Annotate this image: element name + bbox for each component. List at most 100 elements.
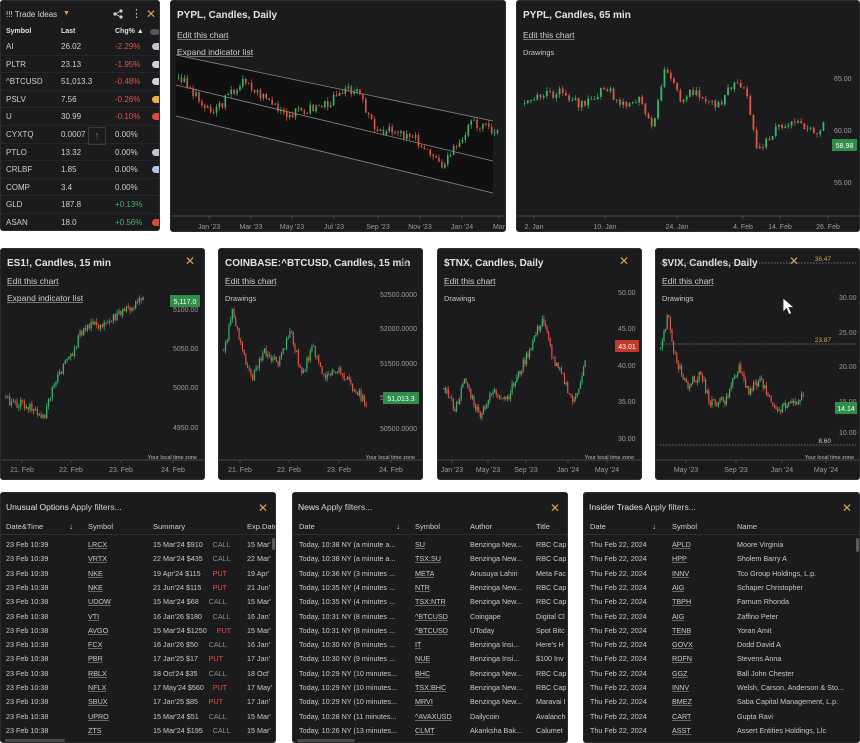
chart-tnx[interactable]: $TNX, Candles, Daily Edit this chart Dra… (437, 248, 642, 480)
cell-symbol[interactable]: SBUX (88, 697, 108, 707)
alert-flag-icon[interactable] (152, 113, 159, 121)
apply-filters-link[interactable]: Apply filters... (70, 502, 122, 512)
watchlist-row[interactable]: CYXTQ 0.0007 0.00% (1, 126, 159, 144)
edit-chart-link[interactable]: Edit this chart (177, 30, 229, 40)
more-menu-icon[interactable]: ⋮ (131, 8, 142, 20)
table-row[interactable]: 23 Feb 10:39 NKE 19 Apr'24 $115 PUT 19 Apr' (1, 566, 275, 580)
table-row[interactable]: Today, 10:31 NY (8 minutes ... ^BTCUSD Coi… (293, 609, 567, 623)
table-row[interactable]: Thu Feb 22, 2024 ASST Assert Entities Hold… (584, 723, 859, 737)
table-row[interactable]: Thu Feb 22, 2024 TBPH Farnum Rhonda (584, 594, 859, 608)
table-row[interactable]: 23 Feb 10:38 PBR 17 Jan'25 $17 PUT 17 Jan' (1, 651, 275, 665)
close-icon[interactable]: ✕ (549, 501, 561, 515)
dropdown-caret-icon[interactable]: ▼ (63, 10, 70, 17)
sort-desc-icon[interactable]: ↓ (652, 522, 656, 531)
watchlist-row[interactable]: PTLO 13.32 0.00% (1, 144, 159, 162)
cell-symbol[interactable]: VRTX (88, 554, 108, 564)
chart-vix[interactable]: $VIX, Candles, Daily Edit this chart Dra… (655, 248, 860, 480)
cell-symbol[interactable]: RBLX (88, 668, 107, 678)
col-datetime[interactable]: Date&Time (6, 522, 44, 531)
table-row[interactable]: Thu Feb 22, 2024 TENB Yoran Amit (584, 623, 859, 637)
cell-symbol[interactable]: UDOW (88, 597, 111, 607)
table-row[interactable]: 23 Feb 10:39 LRCX 15 Mar'24 $910 CALL 15 Mar… (1, 537, 275, 551)
chart-btc[interactable]: COINBASE:^BTCUSD, Candles, 15 min Edit t… (218, 248, 423, 480)
table-row[interactable]: 23 Feb 10:38 VTI 16 Jan'26 $180 CALL 16 Jan' (1, 609, 275, 623)
edit-chart-link[interactable]: Edit this chart (523, 30, 575, 40)
table-row[interactable]: 23 Feb 10:39 VRTX 22 Mar'24 $435 CALL 22 Mar… (1, 551, 275, 565)
close-icon[interactable]: ✕ (184, 254, 196, 268)
col-expdate[interactable]: Exp.Date (247, 522, 276, 531)
edit-chart-link[interactable]: Edit this chart (662, 276, 714, 286)
table-row[interactable]: 23 Feb 10:38 RBLX 18 Oct'24 $35 CALL 18 Oct' (1, 666, 275, 680)
edit-chart-link[interactable]: Edit this chart (444, 276, 496, 286)
cell-symbol[interactable]: TENB (672, 625, 692, 635)
cell-symbol[interactable]: BHC (415, 668, 431, 678)
col-date[interactable]: Date (299, 522, 315, 531)
apply-filters-link[interactable]: Apply filters... (321, 502, 373, 512)
close-icon[interactable]: ✕ (398, 256, 410, 270)
watchlist-row[interactable]: ASAN 18.0 +0.56% (1, 214, 159, 230)
cell-symbol[interactable]: LRCX (88, 540, 108, 549)
cell-symbol[interactable]: NKE (88, 582, 103, 592)
price-chart[interactable]: 50.00 45.00 40.00 35.00 30.00 43.01 Jan '23 May… (438, 249, 642, 480)
toggle-icon[interactable] (150, 29, 159, 35)
col-date[interactable]: Date (590, 522, 606, 531)
cell-symbol[interactable]: INNV (672, 568, 690, 578)
table-row[interactable]: Today, 10:38 NY (a minute a... TSX:SU Benz… (293, 551, 567, 565)
table-row[interactable]: 23 Feb 10:38 UPRO 15 Mar'24 $51 CALL 15 Mar' (1, 709, 275, 723)
watchlist-row[interactable]: U 30.99 -0.10% (1, 108, 159, 126)
cell-symbol[interactable]: PBR (88, 654, 103, 664)
cell-symbol[interactable]: HPP (672, 554, 687, 564)
sort-desc-icon[interactable]: ↓ (396, 522, 400, 531)
cell-symbol[interactable]: TSX:SU (415, 554, 441, 564)
cell-symbol[interactable]: UPRO (88, 711, 109, 721)
table-row[interactable]: Thu Feb 22, 2024 HPP Sholem Barry A (584, 551, 859, 565)
cell-symbol[interactable]: AIG (672, 582, 685, 592)
table-row[interactable]: Today, 10:31 NY (8 minutes ... ^BTCUSD UTo… (293, 623, 567, 637)
table-row[interactable]: 23 Feb 10:38 AVGO 15 Mar'24 $1250 PUT 15 Mar… (1, 623, 275, 637)
cell-symbol[interactable]: NFLX (88, 683, 107, 692)
table-row[interactable]: Thu Feb 22, 2024 RDFN Stevens Anna (584, 651, 859, 665)
cell-symbol[interactable]: SU (415, 540, 425, 549)
cell-symbol[interactable]: ^AVAXUSD (415, 711, 452, 721)
col-symbol[interactable]: Symbol (88, 522, 114, 531)
alert-flag-icon[interactable] (152, 219, 159, 226)
table-row[interactable]: 23 Feb 10:38 FCX 16 Jan'26 $50 CALL 16 Jan' (1, 637, 275, 651)
table-row[interactable]: 23 Feb 10:38 ZTS 15 Mar'24 $195 CALL 15 Mar' (1, 723, 275, 737)
table-row[interactable]: Today, 10:26 NY (13 minutes... CLMT Akanks… (293, 723, 567, 737)
apply-filters-link[interactable]: Apply filters... (644, 502, 696, 512)
cell-symbol[interactable]: AVGO (88, 625, 109, 635)
cell-symbol[interactable]: NTR (415, 582, 430, 592)
edit-chart-link[interactable]: Edit this chart (7, 276, 59, 286)
cell-symbol[interactable]: MRVI (415, 697, 433, 707)
close-icon[interactable]: ✕ (618, 254, 630, 268)
col-name[interactable]: Name (737, 522, 758, 531)
cell-symbol[interactable]: TBPH (672, 597, 692, 607)
col-symbol[interactable]: Symbol (6, 28, 32, 35)
drag-handle-icon[interactable]: ↑ (88, 127, 106, 145)
cell-symbol[interactable]: CLMT (415, 725, 435, 735)
table-row[interactable]: Today, 10:36 NY (3 minutes ... META Anusuy… (293, 566, 567, 580)
alert-flag-icon[interactable] (152, 148, 159, 156)
cell-symbol[interactable]: TSX:NTR (415, 597, 446, 607)
alert-flag-icon[interactable] (152, 60, 159, 68)
col-symbol[interactable]: Symbol (672, 522, 698, 531)
table-row[interactable]: Today, 10:35 NY (4 minutes ... NTR Benzing… (293, 580, 567, 594)
table-row[interactable]: Today, 10:38 NY (a minute a... SU Benzinga… (293, 537, 567, 551)
col-symbol[interactable]: Symbol (415, 522, 441, 531)
scrollbar-horizontal[interactable] (5, 739, 65, 742)
alert-flag-icon[interactable] (152, 78, 159, 86)
price-chart[interactable]: 52500.000052000.000051500.000051000.0000… (219, 249, 423, 480)
edit-chart-link[interactable]: Edit this chart (225, 276, 277, 286)
cell-symbol[interactable]: NKE (88, 568, 103, 578)
table-row[interactable]: Thu Feb 22, 2024 CART Gupta Ravi (584, 709, 859, 723)
table-row[interactable]: Thu Feb 22, 2024 INNV Welsh, Carson, Ander… (584, 680, 859, 694)
cell-symbol[interactable]: AIG (672, 611, 685, 621)
table-row[interactable]: Thu Feb 22, 2024 GOVX Dodd David A (584, 637, 859, 651)
close-icon[interactable]: ✕ (788, 254, 800, 268)
table-row[interactable]: 23 Feb 10:38 UDOW 15 Mar'24 $68 CALL 15 Mar' (1, 594, 275, 608)
col-chg[interactable]: Chg% ▲ (115, 28, 144, 35)
cell-symbol[interactable]: FCX (88, 640, 103, 650)
scrollbar[interactable] (272, 538, 275, 550)
sort-desc-icon[interactable]: ↓ (69, 522, 73, 531)
cell-symbol[interactable]: IT (415, 640, 422, 650)
